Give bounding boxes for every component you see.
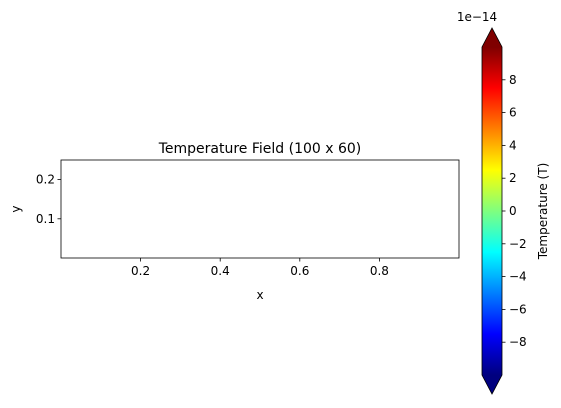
colorbar-tick-label: 8 <box>509 73 517 87</box>
colorbar-tick-label: −8 <box>509 335 527 349</box>
x-axis-label: x <box>256 288 263 302</box>
x-axis-ticks: 0.2 0.4 0.6 0.8 <box>131 258 389 278</box>
colorbar-gradient <box>482 47 502 375</box>
colorbar-lower-extension <box>482 375 502 394</box>
y-axis-ticks: 0.1 0.2 <box>36 173 61 226</box>
x-tick-label: 0.6 <box>290 264 309 278</box>
colorbar-tick-label: 4 <box>509 138 517 152</box>
colorbar-tick-label: −6 <box>509 302 527 316</box>
colorbar-tick-label: 2 <box>509 171 517 185</box>
colorbar-ticks: −8 −6 −4 −2 0 2 4 6 8 <box>502 73 527 349</box>
colorbar-label: Temperature (T) <box>536 163 550 261</box>
colorbar: −8 −6 −4 −2 0 2 4 6 8 1e−14 Temperature (T) <box>457 10 550 394</box>
heatmap-axes: 0.2 0.4 0.6 0.8 0.1 0.2 Temperature Field (1… <box>9 141 459 302</box>
colorbar-tick-label: 0 <box>509 204 517 218</box>
x-tick-label: 0.2 <box>131 264 150 278</box>
x-tick-label: 0.8 <box>370 264 389 278</box>
colorbar-offset-label: 1e−14 <box>457 10 497 24</box>
x-tick-label: 0.4 <box>211 264 230 278</box>
y-tick-label: 0.2 <box>36 173 55 187</box>
y-tick-label: 0.1 <box>36 212 55 226</box>
colorbar-tick-label: 6 <box>509 106 517 120</box>
heatmap-plot-area <box>61 160 459 258</box>
colorbar-upper-extension <box>482 28 502 47</box>
y-axis-label: y <box>9 205 23 212</box>
colorbar-tick-label: −4 <box>509 270 527 284</box>
colorbar-tick-label: −2 <box>509 237 527 251</box>
chart-title: Temperature Field (100 x 60) <box>158 141 362 157</box>
